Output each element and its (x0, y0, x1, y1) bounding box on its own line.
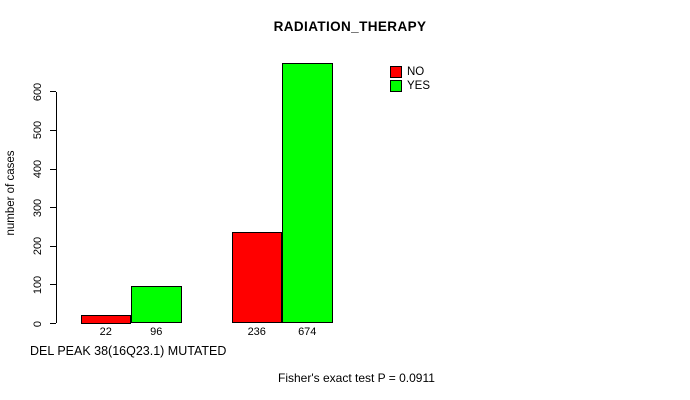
y-axis-tick (50, 168, 56, 170)
y-axis-tick (50, 245, 56, 247)
y-axis-tick (50, 284, 56, 286)
y-axis-tick (50, 323, 56, 324)
legend-item-no: NO (390, 65, 430, 79)
y-axis-tick (50, 207, 56, 209)
fisher-test-annotation: Fisher's exact test P = 0.0911 (278, 371, 435, 385)
y-axis-tick-label: 500 (32, 121, 44, 140)
bar-no-group1 (80, 315, 131, 324)
bar-value-label: 22 (99, 325, 112, 338)
y-axis-tick-label: 100 (32, 275, 44, 295)
y-axis-tick-label: 600 (32, 82, 44, 101)
legend-swatch-yes (390, 80, 402, 92)
y-axis-tick-label: 0 (32, 320, 44, 327)
y-axis-tick (50, 129, 56, 131)
bar-value-label: 96 (150, 325, 163, 338)
y-axis-tick-label: 300 (32, 198, 44, 217)
y-axis-tick-label: 200 (32, 237, 44, 256)
bar-value-label: 236 (247, 325, 266, 338)
legend-item-yes: YES (390, 79, 430, 93)
legend-label-no: NO (407, 66, 425, 78)
y-axis-tick (50, 91, 56, 93)
bar-yes-group1 (131, 286, 182, 324)
bar-yes-group2 (282, 63, 333, 324)
legend: NO YES (390, 65, 430, 93)
legend-swatch-no (390, 66, 402, 78)
bar-value-label: 674 (298, 325, 317, 338)
y-axis-line (56, 91, 57, 324)
legend-label-yes: YES (407, 80, 431, 92)
y-axis-tick-label: 400 (32, 159, 44, 179)
x-axis-label: DEL PEAK 38(16Q23.1) MUTATED (30, 344, 227, 358)
bar-no-group2 (231, 232, 282, 324)
chart-title: RADIATION_THERAPY (273, 19, 427, 34)
